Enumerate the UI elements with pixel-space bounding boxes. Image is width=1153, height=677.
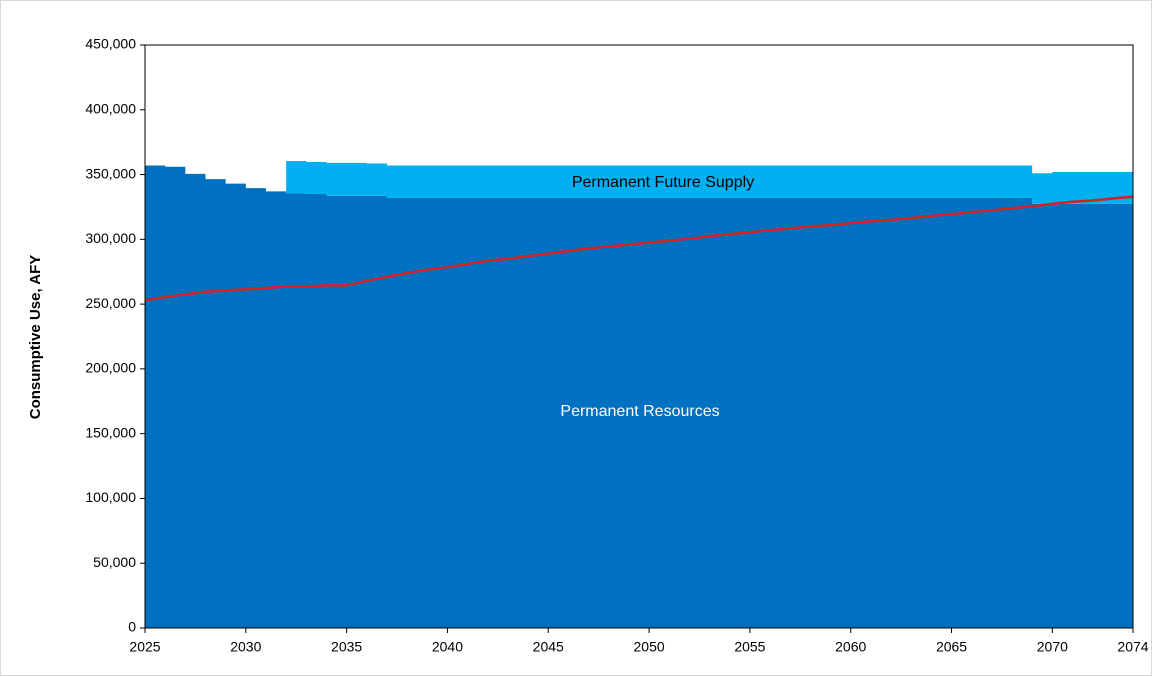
line	[144, 195, 1134, 302]
x-tick-label: 2025	[129, 639, 160, 655]
x-tick-label: 2074	[1117, 639, 1148, 655]
x-tick-label: 2040	[432, 639, 463, 655]
x-tick-label: 2050	[634, 639, 665, 655]
x-tick-label: 2035	[331, 639, 362, 655]
area-label: Permanent Resources	[560, 403, 719, 420]
y-tick-label: 300,000	[85, 230, 136, 246]
y-tick-label: 400,000	[85, 100, 136, 116]
x-tick-label: 2055	[734, 639, 765, 655]
y-tick-label: 150,000	[85, 424, 136, 440]
area	[145, 160, 1133, 204]
y-tick-label: 50,000	[93, 554, 136, 570]
x-tick-label: 2045	[533, 639, 564, 655]
x-tick-label: 2065	[936, 639, 967, 655]
plot-frame	[144, 44, 1134, 629]
x-tick-label: 2070	[1037, 639, 1068, 655]
y-tick-label: 0	[128, 619, 136, 635]
x-tick-label: 2030	[230, 639, 261, 655]
y-tick-label: 450,000	[85, 36, 136, 52]
y-axis-label: Consumptive Use, AFY	[27, 255, 44, 419]
y-tick-label: 100,000	[85, 489, 136, 505]
area-label: Permanent Future Supply	[572, 174, 754, 191]
y-tick-label: 200,000	[85, 360, 136, 376]
y-tick-label: 250,000	[85, 295, 136, 311]
area	[145, 165, 1133, 628]
y-tick-label: 350,000	[85, 165, 136, 181]
x-tick-label: 2060	[835, 639, 866, 655]
